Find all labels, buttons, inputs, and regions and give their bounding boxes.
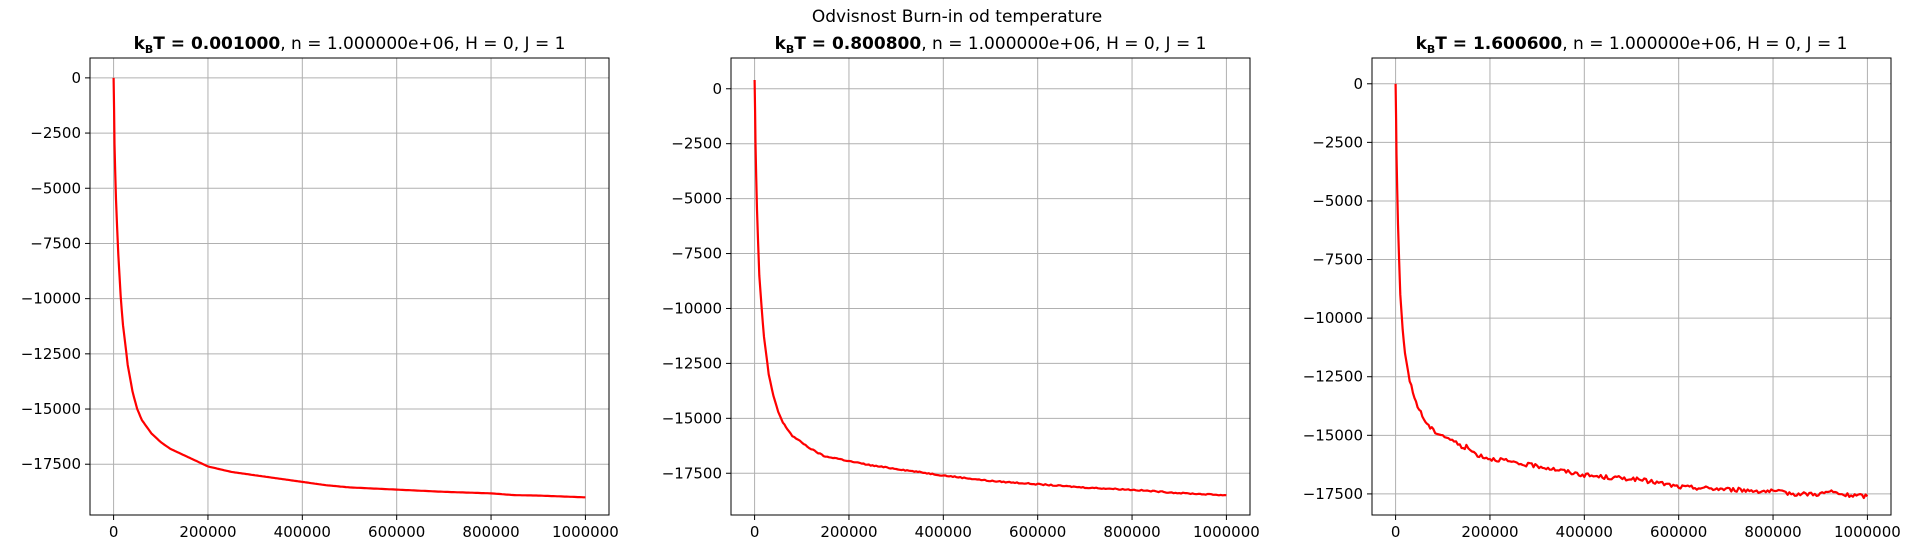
x-tick-label: 0 (109, 523, 119, 541)
y-tick-label: −12500 (21, 345, 81, 363)
subplot-3: 0 200000 400000 600000 800000 1000000 0 −2500 −5… (1303, 34, 1901, 541)
x-tick-label: 200000 (179, 523, 236, 541)
y-tick-label: −5000 (671, 190, 722, 208)
y-tick-label: −7500 (671, 245, 722, 263)
y-tick-label: −17500 (662, 464, 722, 482)
y-tick-label: −5000 (1312, 192, 1363, 210)
axes-frame (1371, 57, 1892, 516)
x-tick-label: 200000 (1461, 523, 1518, 541)
x-tick-label: 400000 (1556, 523, 1613, 541)
y-tick-label: −10000 (21, 290, 81, 308)
y-tick-label: −5000 (30, 179, 81, 197)
x-tick-label: 200000 (820, 523, 877, 541)
y-tick-label: −17500 (1303, 485, 1363, 503)
y-tick-label: −15000 (21, 400, 81, 418)
x-tick-label: 600000 (368, 523, 425, 541)
x-tick-label: 800000 (1744, 523, 1801, 541)
y-tick-label: −12500 (662, 354, 722, 372)
x-tick-label: 1000000 (1834, 523, 1901, 541)
x-tick-label: 1000000 (1193, 523, 1260, 541)
y-tick-label: −15000 (1303, 426, 1363, 444)
x-tick-label: 0 (1391, 523, 1401, 541)
series-line (1394, 83, 1869, 500)
y-tick-label: 0 (71, 69, 81, 87)
y-tick-label: −12500 (1303, 368, 1363, 386)
x-tick-label: 400000 (915, 523, 972, 541)
y-tick-label: 0 (712, 80, 722, 98)
series-line (753, 79, 1227, 497)
x-tick-label: 0 (750, 523, 760, 541)
y-tick-label: −2500 (1312, 133, 1363, 151)
y-tick-label: 0 (1353, 75, 1363, 93)
subplot-2: 0 200000 400000 600000 800000 1000000 0 −2500 −5… (662, 34, 1260, 541)
axes-frame (89, 57, 610, 516)
y-tick-label: −17500 (21, 455, 81, 473)
subplot-1: 0 200000 400000 600000 800000 1000000 0 −2500 −5… (21, 34, 619, 541)
y-tick-label: −10000 (662, 299, 722, 317)
x-tick-label: 400000 (274, 523, 331, 541)
axes-frame (730, 57, 1251, 516)
x-tick-label: 1000000 (552, 523, 619, 541)
x-tick-label: 600000 (1009, 523, 1066, 541)
series-line (112, 77, 586, 499)
x-tick-label: 600000 (1650, 523, 1707, 541)
x-tick-label: 800000 (1103, 523, 1160, 541)
y-tick-label: −7500 (1312, 251, 1363, 269)
subplot-title: kBT = 0.001000, n = 1.000000e+06, H = 0,… (134, 34, 566, 56)
x-tick-label: 800000 (462, 523, 519, 541)
y-tick-label: −7500 (30, 234, 81, 252)
subplot-title: kBT = 1.600600, n = 1.000000e+06, H = 0,… (1416, 34, 1848, 56)
y-tick-label: −2500 (671, 135, 722, 153)
figure-suptitle: Odvisnost Burn-in od temperature (811, 7, 1103, 27)
y-tick-label: −2500 (30, 124, 81, 142)
y-tick-label: −15000 (662, 409, 722, 427)
y-tick-label: −10000 (1303, 309, 1363, 327)
subplot-title: kBT = 0.800800, n = 1.000000e+06, H = 0,… (775, 34, 1207, 56)
